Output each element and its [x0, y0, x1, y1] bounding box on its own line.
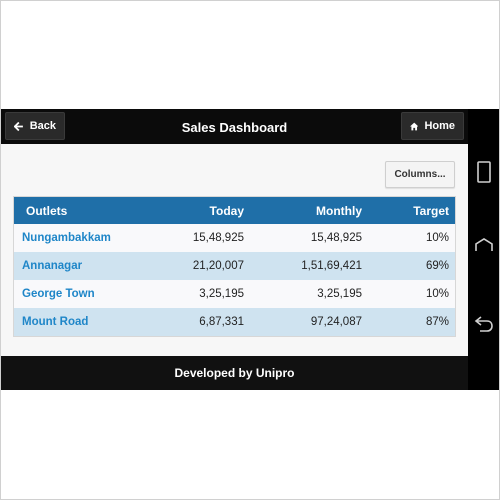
footer-credit: Developed by Unipro	[1, 356, 468, 390]
today-cell: 15,48,925	[192, 232, 244, 244]
outlet-cell[interactable]: George Town	[22, 288, 95, 300]
page-title: Sales Dashboard	[181, 120, 288, 135]
target-cell: 69%	[425, 260, 449, 272]
content-area: Columns... Outlets Today Monthly Target …	[1, 144, 468, 356]
monthly-cell: 97,24,087	[310, 316, 362, 328]
outlet-cell[interactable]: Nungambakkam	[22, 232, 111, 244]
today-cell: 21,20,007	[192, 260, 244, 272]
home-button[interactable]: Home	[401, 112, 464, 140]
today-cell: 6,87,331	[199, 316, 244, 328]
target-cell: 87%	[425, 316, 449, 328]
android-back-icon[interactable]	[474, 315, 494, 333]
recents-icon[interactable]	[474, 161, 494, 183]
back-button-label: Back	[29, 120, 56, 132]
android-nav-bar	[468, 109, 499, 390]
device-screen: Back Sales Dashboard Home Columns... Out…	[1, 109, 499, 390]
android-home-icon[interactable]	[474, 237, 494, 253]
monthly-cell: 3,25,195	[317, 288, 362, 300]
target-cell: 10%	[425, 288, 449, 300]
header-monthly[interactable]: Monthly	[316, 203, 362, 218]
app-window: Back Sales Dashboard Home Columns... Out…	[1, 109, 468, 390]
header-outlets[interactable]: Outlets	[26, 203, 68, 218]
monthly-cell: 15,48,925	[310, 232, 362, 244]
header-target[interactable]: Target	[413, 203, 449, 218]
home-button-label: Home	[424, 120, 455, 132]
target-cell: 10%	[425, 232, 449, 244]
monthly-cell: 1,51,69,421	[301, 260, 362, 272]
home-icon	[410, 122, 419, 130]
header-today[interactable]: Today	[209, 203, 244, 218]
outlet-cell[interactable]: Annanagar	[22, 260, 83, 272]
table-row[interactable]: George Town 3,25,195 3,25,195 10%	[14, 280, 455, 308]
sales-table: Outlets Today Monthly Target Nungambakka…	[13, 196, 456, 337]
table-row[interactable]: Annanagar 21,20,007 1,51,69,421 69%	[14, 252, 455, 280]
back-button[interactable]: Back	[5, 112, 65, 140]
table-row[interactable]: Nungambakkam 15,48,925 15,48,925 10%	[14, 224, 455, 252]
today-cell: 3,25,195	[199, 288, 244, 300]
arrow-left-icon	[14, 121, 23, 131]
table-row[interactable]: Mount Road 6,87,331 97,24,087 87%	[14, 308, 455, 336]
top-bar: Back Sales Dashboard Home	[1, 109, 468, 144]
outlet-cell[interactable]: Mount Road	[22, 316, 89, 328]
columns-button[interactable]: Columns...	[385, 161, 455, 188]
table-header: Outlets Today Monthly Target	[14, 197, 455, 224]
